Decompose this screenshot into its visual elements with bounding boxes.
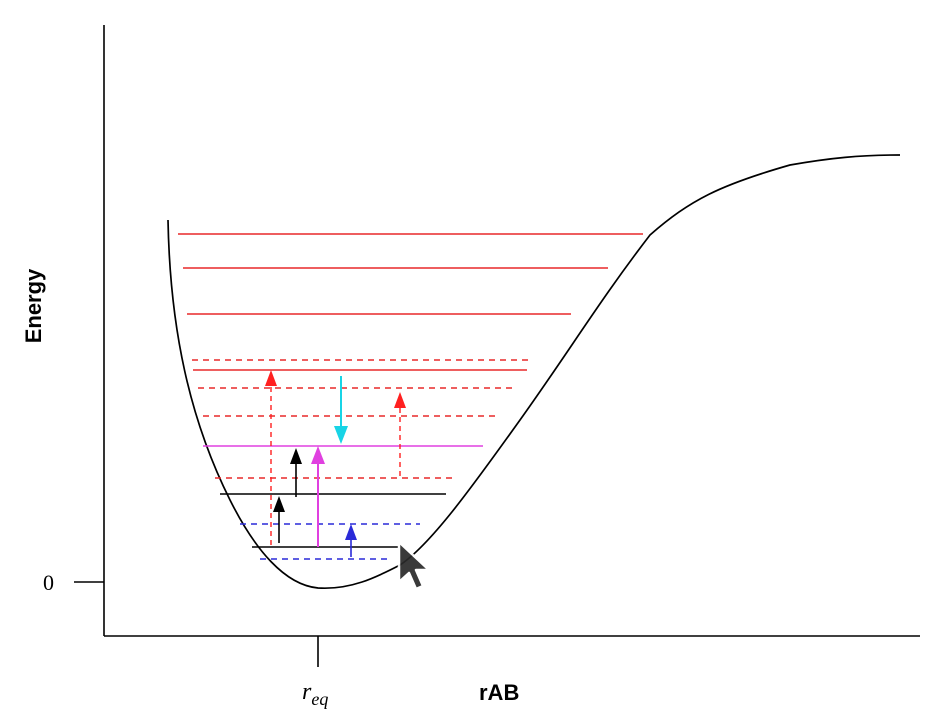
- blue-arrow: [345, 524, 357, 557]
- blue-dashed-levels: [240, 523, 420, 560]
- potential-curve: [167, 154, 901, 590]
- cyan-arrow: [334, 376, 348, 444]
- magenta-arrow: [311, 446, 325, 547]
- r-eq-label: req: [302, 679, 328, 709]
- red-dashed-levels: [192, 359, 532, 479]
- r-eq-main: r: [302, 679, 312, 705]
- black-arrow-lower: [273, 496, 285, 543]
- black-arrow-upper: [290, 448, 302, 497]
- y-axis-label: Energy: [21, 268, 46, 343]
- x-axis-label: rAB: [479, 680, 519, 705]
- zero-label: 0: [43, 570, 54, 595]
- red-solid-levels: [178, 233, 643, 371]
- red-dashed-arrow-left: [265, 370, 277, 545]
- mouse-pointer-icon: [397, 540, 431, 591]
- axes: [74, 25, 920, 667]
- r-eq-subscript: eq: [311, 689, 328, 709]
- red-dashed-arrow-right: [394, 392, 406, 476]
